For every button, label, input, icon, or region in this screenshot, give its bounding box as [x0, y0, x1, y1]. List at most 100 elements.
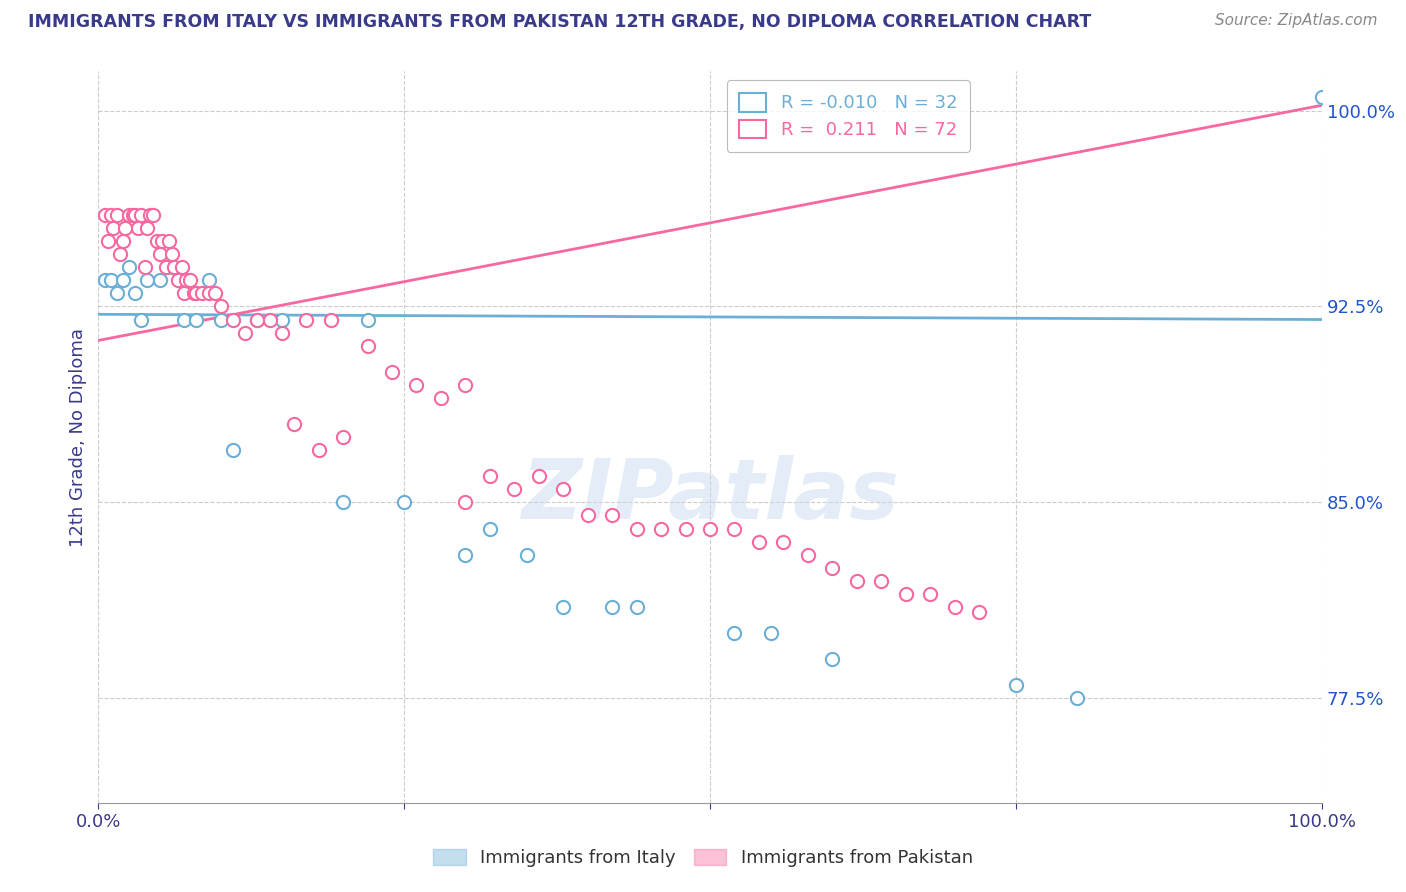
Point [197, 273, 219, 287]
Point [173, 312, 195, 326]
Point [167, 273, 190, 287]
Point [142, 208, 165, 222]
Point [114, 221, 136, 235]
Point [121, 208, 143, 222]
Point [797, 548, 820, 562]
Point [160, 247, 183, 261]
Text: IMMIGRANTS FROM ITALY VS IMMIGRANTS FROM PAKISTAN 12TH GRADE, NO DIPLOMA CORRELA: IMMIGRANTS FROM ITALY VS IMMIGRANTS FROM… [28, 13, 1091, 31]
Point [319, 312, 342, 326]
Point [845, 574, 868, 588]
Point [821, 652, 844, 666]
Point [478, 469, 501, 483]
Point [283, 417, 305, 431]
Point [430, 391, 453, 405]
Point [943, 599, 966, 614]
Text: Source: ZipAtlas.com: Source: ZipAtlas.com [1215, 13, 1378, 29]
Point [134, 260, 156, 275]
Point [127, 221, 149, 235]
Point [105, 208, 128, 222]
Point [149, 273, 172, 287]
Point [204, 286, 226, 301]
Point [356, 339, 378, 353]
Text: ZIPatlas: ZIPatlas [522, 455, 898, 536]
Point [1004, 678, 1026, 692]
Point [209, 312, 232, 326]
Point [454, 495, 477, 509]
Y-axis label: 12th Grade, No Diploma: 12th Grade, No Diploma [69, 327, 87, 547]
Point [233, 326, 256, 340]
Point [270, 326, 294, 340]
Point [124, 286, 146, 301]
Point [332, 430, 354, 444]
Point [129, 312, 152, 326]
Point [100, 208, 122, 222]
Point [650, 522, 672, 536]
Point [129, 208, 152, 222]
Point [356, 312, 378, 326]
Point [222, 443, 245, 458]
Point [723, 522, 745, 536]
Point [105, 286, 128, 301]
Point [392, 495, 416, 509]
Point [478, 522, 501, 536]
Point [626, 599, 648, 614]
Point [894, 587, 917, 601]
Point [723, 626, 745, 640]
Point [1310, 90, 1333, 104]
Point [179, 273, 201, 287]
Point [118, 260, 141, 275]
Point [97, 234, 120, 248]
Point [155, 260, 177, 275]
Legend: Immigrants from Italy, Immigrants from Pakistan: Immigrants from Italy, Immigrants from P… [426, 841, 980, 874]
Point [454, 377, 477, 392]
Point [136, 221, 159, 235]
Point [1066, 691, 1088, 706]
Point [93, 208, 115, 222]
Point [270, 312, 294, 326]
Point [93, 273, 115, 287]
Point [111, 234, 134, 248]
Point [259, 312, 281, 326]
Point [295, 312, 318, 326]
Point [170, 260, 193, 275]
Point [136, 273, 159, 287]
Point [748, 534, 770, 549]
Point [553, 483, 575, 497]
Point [163, 260, 186, 275]
Legend: R = -0.010   N = 32, R =  0.211   N = 72: R = -0.010 N = 32, R = 0.211 N = 72 [727, 80, 970, 152]
Point [699, 522, 721, 536]
Point [527, 469, 550, 483]
Point [600, 508, 623, 523]
Point [870, 574, 893, 588]
Point [157, 234, 180, 248]
Point [503, 483, 526, 497]
Point [332, 495, 354, 509]
Point [197, 286, 219, 301]
Point [186, 286, 208, 301]
Point [176, 273, 198, 287]
Point [100, 273, 122, 287]
Point [111, 273, 134, 287]
Point [821, 560, 844, 574]
Point [246, 312, 269, 326]
Point [124, 208, 146, 222]
Point [761, 626, 783, 640]
Point [553, 599, 575, 614]
Point [675, 522, 697, 536]
Point [576, 508, 599, 523]
Point [146, 234, 169, 248]
Point [600, 599, 623, 614]
Point [101, 221, 124, 235]
Point [405, 377, 427, 392]
Point [139, 208, 162, 222]
Point [173, 286, 195, 301]
Point [209, 300, 232, 314]
Point [246, 312, 269, 326]
Point [515, 548, 537, 562]
Point [150, 234, 173, 248]
Point [160, 260, 183, 275]
Point [967, 605, 990, 619]
Point [186, 312, 208, 326]
Point [626, 522, 648, 536]
Point [308, 443, 330, 458]
